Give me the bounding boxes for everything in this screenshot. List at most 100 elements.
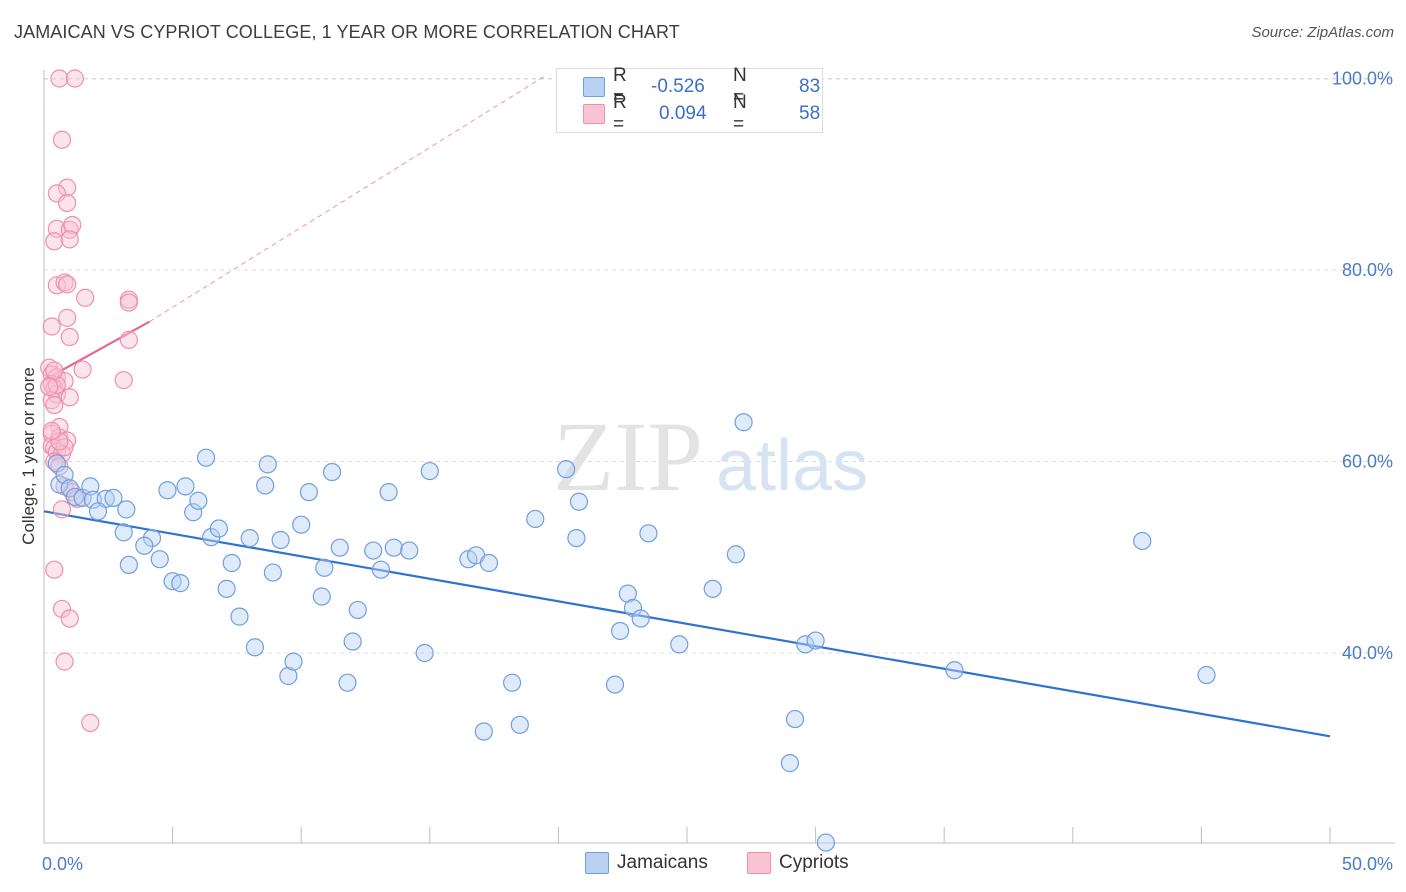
jamaicans-point xyxy=(364,541,383,560)
jamaicans-point xyxy=(83,490,102,509)
jamaicans-point xyxy=(330,538,349,557)
chart-title: JAMAICAN VS CYPRIOT COLLEGE, 1 YEAR OR M… xyxy=(14,22,680,42)
cypriots-point xyxy=(45,395,64,415)
jamaicans-point xyxy=(1133,531,1152,551)
jamaicans-point xyxy=(256,476,275,495)
jamaicans-point xyxy=(222,553,241,573)
jamaicans-point xyxy=(415,643,434,663)
cypriots-point xyxy=(52,599,72,619)
jamaicans-point xyxy=(557,460,576,479)
jamaicans-point xyxy=(400,541,419,560)
jamaicans-point xyxy=(796,635,815,654)
cypriots-point xyxy=(45,232,64,251)
jamaicans-point xyxy=(384,538,403,557)
jamaicans-point xyxy=(176,477,195,496)
legend-n-value: 58 xyxy=(799,103,821,124)
cypriots-point xyxy=(58,308,77,327)
jamaicans-point xyxy=(196,448,216,467)
cypriots-point xyxy=(65,69,84,88)
jamaicans-point xyxy=(510,715,529,734)
jamaicans-point xyxy=(639,524,658,543)
jamaicans-points xyxy=(47,413,1216,852)
cypriots-point xyxy=(58,178,77,197)
legend-n-label: N = xyxy=(733,92,747,135)
jamaicans-point xyxy=(1197,665,1216,685)
y-tick-label: 100.0% xyxy=(1332,69,1393,89)
jamaicans-point xyxy=(263,563,283,582)
cypriots-point xyxy=(119,293,138,312)
jamaicans-point xyxy=(217,579,236,598)
jamaicans-point xyxy=(50,475,69,494)
jamaicans-point xyxy=(55,465,74,485)
x-tick-label: 50.0% xyxy=(1342,854,1393,874)
axes xyxy=(43,70,1395,844)
jamaicans-point xyxy=(526,509,545,529)
legend-label-jamaicans: Jamaicans xyxy=(617,852,708,873)
watermark-atlas: atlas xyxy=(716,426,868,506)
jamaicans-point xyxy=(806,631,825,650)
correlation-legend: R = -0.526 N = 83 R = 0.094 N = 58 xyxy=(556,65,823,135)
jamaicans-point xyxy=(343,632,362,651)
jamaicans-point xyxy=(240,528,259,548)
jamaicans-point xyxy=(65,487,84,507)
source-label: Source: ZipAtlas.com xyxy=(1251,24,1394,41)
jamaicans-point xyxy=(209,519,228,538)
jamaicans-point xyxy=(348,600,367,620)
jamaicans-point xyxy=(371,560,391,579)
cypriots-point xyxy=(55,438,74,457)
jamaicans-point xyxy=(670,635,689,654)
cypriots-point xyxy=(42,421,61,440)
jamaicans-point xyxy=(420,461,439,481)
jamaicans-point xyxy=(322,462,342,482)
jamaicans-point xyxy=(315,558,334,577)
jamaicans-point xyxy=(945,661,964,680)
jamaicans-point xyxy=(780,754,799,773)
cypriots-point xyxy=(60,388,79,407)
jamaicans-point xyxy=(292,515,311,534)
jamaicans-point xyxy=(245,638,265,657)
jamaicans-point xyxy=(734,413,753,432)
cypriots-point xyxy=(50,69,69,88)
jamaicans-point xyxy=(258,455,277,474)
cypriots-point xyxy=(42,317,61,336)
cypriots-points xyxy=(40,69,138,732)
jamaicans-point xyxy=(379,483,398,502)
legend-r-value: -0.526 xyxy=(651,76,705,97)
x-tick-label: 0.0% xyxy=(42,854,83,874)
x-tick-labels: 0.0% 50.0% xyxy=(42,854,1393,874)
gridlines xyxy=(44,78,1395,654)
jamaicans-point xyxy=(479,553,499,573)
y-tick-labels: 40.0% 60.0% 80.0% 100.0% xyxy=(1332,69,1393,664)
jamaicans-point xyxy=(726,545,745,564)
jamaicans-point xyxy=(158,481,177,500)
jamaicans-point xyxy=(567,528,586,548)
jamaicans-point xyxy=(618,584,637,603)
jamaicans-point xyxy=(611,621,630,641)
cypriots-point xyxy=(50,457,69,476)
cypriots-point xyxy=(55,273,74,292)
jamaicans-point xyxy=(81,477,100,496)
jamaicans-point xyxy=(299,483,319,502)
jamaicans-point xyxy=(569,492,589,511)
jamaicans-point xyxy=(104,488,123,507)
jamaicans-point xyxy=(117,500,136,519)
jamaicans-point xyxy=(189,491,208,510)
cypriots-point xyxy=(60,220,79,239)
cypriots-point xyxy=(45,361,64,380)
jamaicans-point xyxy=(171,574,190,593)
jamaicans-point xyxy=(150,550,169,569)
cypriots-point xyxy=(55,652,74,671)
legend-r-value: 0.094 xyxy=(659,103,707,124)
jamaicans-trend-line xyxy=(43,510,1331,738)
cypriots-point xyxy=(60,230,79,249)
jamaicans-point xyxy=(60,479,79,498)
jamaicans-point xyxy=(338,673,357,692)
cypriots-point xyxy=(42,374,61,394)
jamaicans-legend-swatch xyxy=(585,852,609,874)
cypriots-point xyxy=(63,215,82,235)
cypriots-point xyxy=(58,275,77,294)
jamaicans-swatch xyxy=(583,77,605,97)
jamaicans-point xyxy=(114,523,133,542)
jamaicans-point xyxy=(271,530,290,550)
